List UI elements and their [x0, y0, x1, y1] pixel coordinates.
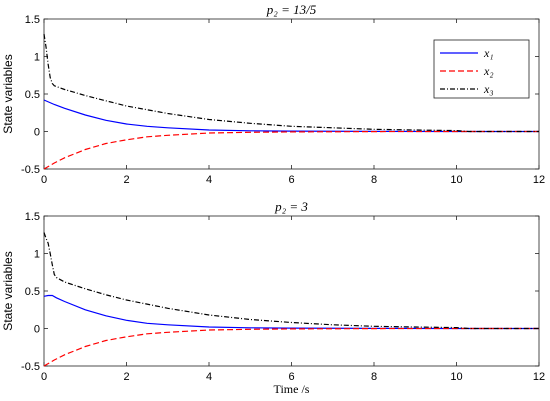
x-axis-label: Time /s: [274, 382, 310, 396]
series-line-3: [43, 33, 539, 133]
legend-box: [433, 39, 530, 99]
legend-entry-1: x₁: [483, 46, 494, 60]
legend: x₁ x₂ x₃: [433, 39, 530, 99]
y-tick-label: -0.5: [21, 164, 40, 176]
x-tick-label: 6: [288, 174, 294, 186]
series-line-2: [43, 130, 539, 170]
x-tick-label: 12: [533, 371, 545, 383]
plot-area: [43, 215, 540, 367]
y-axis-label: State variables: [1, 54, 15, 133]
x-tick-label: 4: [206, 174, 212, 186]
y-tick-label: 1.5: [25, 14, 40, 26]
y-tick-label: 1.5: [25, 211, 40, 223]
x-tick-label: 6: [288, 371, 294, 383]
y-tick-label: 0.5: [25, 286, 40, 298]
x-tick-label: 8: [371, 371, 377, 383]
y-tick-label: 1: [34, 52, 40, 64]
series-line-2: [43, 327, 539, 367]
x-tick-label: 4: [206, 371, 212, 383]
series-line-3: [43, 232, 539, 330]
x-tick-label: 10: [450, 174, 462, 186]
chart-title: p₂ = 13/5: [266, 2, 317, 17]
x-tick-label: 0: [41, 174, 47, 186]
x-tick-label: 0: [41, 371, 47, 383]
y-tick-label: 0.5: [25, 89, 40, 101]
y-tick-label: 0: [34, 127, 40, 139]
series-line-1: [43, 99, 539, 133]
y-axis-label: State variables: [1, 251, 15, 330]
x-tick-label: 12: [533, 174, 545, 186]
legend-entry-3: x₃: [483, 82, 494, 96]
chart-title: p₂ = 3: [274, 199, 308, 214]
y-tick-label: -0.5: [21, 361, 40, 373]
x-tick-label: 2: [123, 174, 129, 186]
x-tick-label: 10: [450, 371, 462, 383]
x-tick-label: 2: [123, 371, 129, 383]
legend-entry-2: x₂: [483, 64, 494, 78]
series-line-1: [43, 294, 539, 330]
y-tick-label: 0: [34, 324, 40, 336]
x-tick-label: 8: [371, 174, 377, 186]
y-tick-label: 1: [34, 249, 40, 261]
